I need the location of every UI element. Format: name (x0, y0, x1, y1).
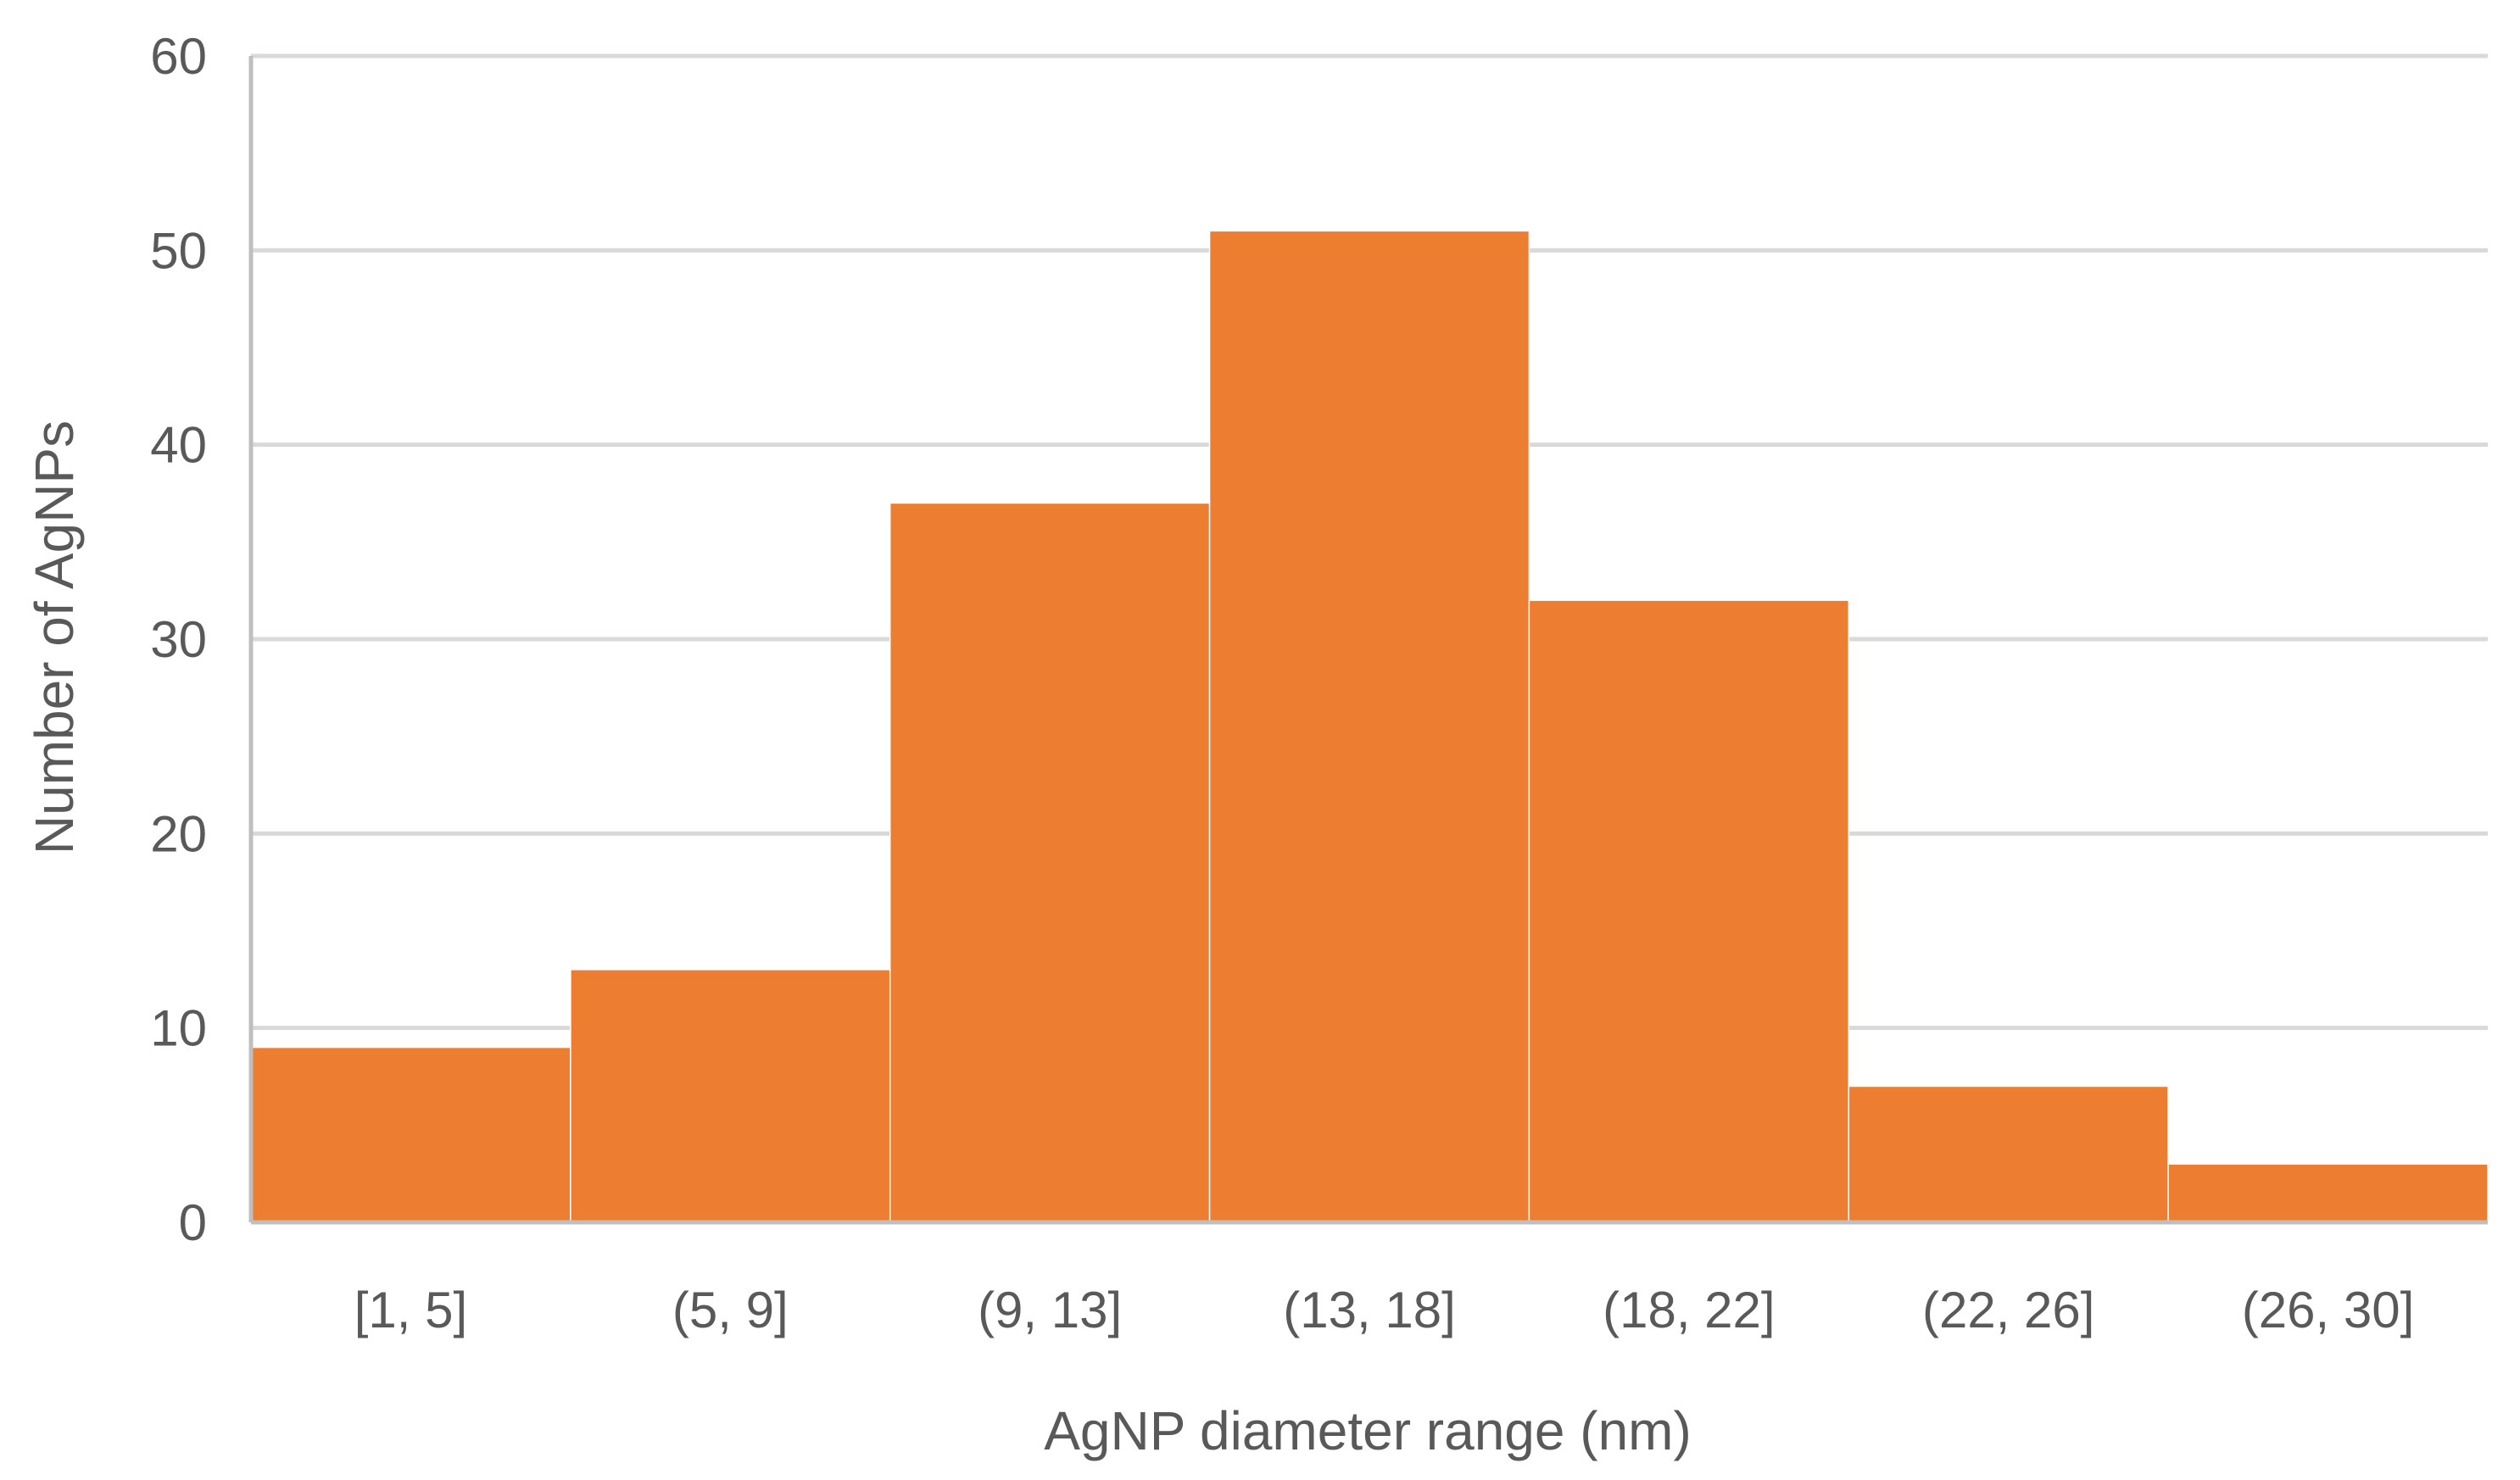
y-tick-label: 30 (150, 611, 207, 668)
y-tick-label: 50 (150, 222, 207, 279)
x-tick-label: (26, 30] (2242, 1282, 2414, 1338)
y-tick-label: 20 (150, 805, 207, 862)
y-tick-label: 10 (150, 1000, 207, 1057)
y-tick-label: 0 (179, 1194, 207, 1251)
x-tick-label: (9, 13] (978, 1282, 1122, 1338)
bar (570, 969, 891, 1223)
x-tick-label: (5, 9] (672, 1282, 789, 1338)
bars (250, 230, 2489, 1223)
bar (2167, 1163, 2489, 1223)
x-tick-label: (18, 22] (1603, 1282, 1775, 1338)
y-tick-labels: 0 10 20 30 40 50 60 (150, 28, 207, 1251)
bar (1848, 1085, 2169, 1223)
x-tick-label: (13, 18] (1283, 1282, 1455, 1338)
y-axis-title: Number of AgNPs (24, 420, 85, 854)
bar (1528, 599, 1850, 1223)
x-tick-label: [1, 5] (354, 1282, 467, 1338)
bar (1208, 230, 1530, 1223)
x-tick-labels: [1, 5] (5, 9] (9, 13] (13, 18] (18, 22] (22, … (354, 1282, 2415, 1338)
y-tick-label: 40 (150, 417, 207, 474)
bar (250, 1046, 571, 1223)
x-tick-label: (22, 26] (1922, 1282, 2094, 1338)
y-tick-label: 60 (150, 28, 207, 85)
axes (248, 56, 2488, 1225)
bar (889, 502, 1211, 1223)
x-axis-title: AgNP diameter range (nm) (1044, 1400, 1692, 1461)
